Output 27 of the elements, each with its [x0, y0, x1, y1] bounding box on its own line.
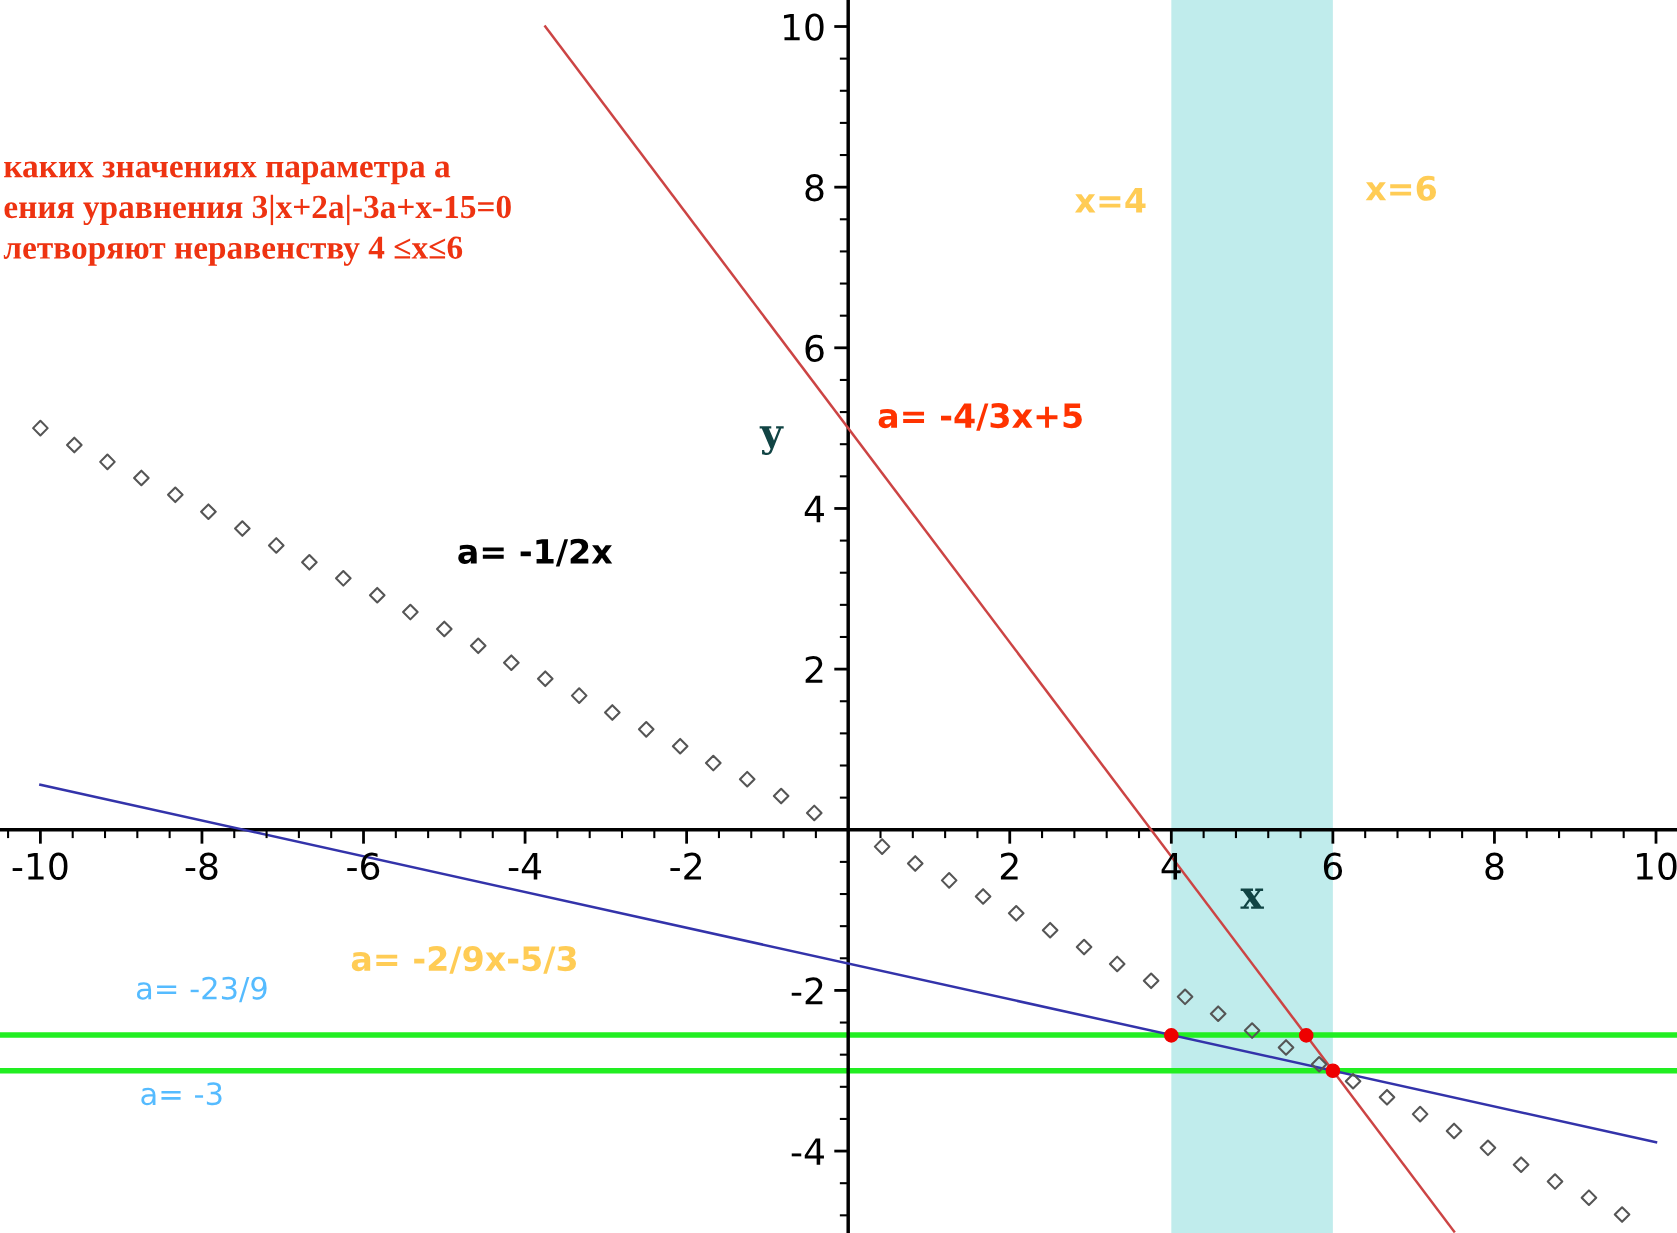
y-tick-label: 10: [783, 13, 824, 41]
x-axis-title: x: [1240, 888, 1264, 909]
x-tick-label: -6: [347, 852, 380, 880]
annotation: a= -3: [141, 1082, 222, 1106]
y-tick-label: -2: [791, 977, 823, 1005]
x-tick-label: 6: [1323, 852, 1343, 880]
series-label: a= -4/3x+5: [878, 402, 1082, 431]
series-label: a= -1/2x: [458, 538, 613, 567]
annotation: x=4: [1074, 188, 1146, 213]
y-tick-label: 4: [804, 495, 824, 523]
x-tick-label: -8: [185, 852, 218, 880]
x-tick-label: -10: [12, 852, 68, 880]
series-label: a= -2/9x-5/3: [351, 945, 576, 974]
annotation: a= -23/9: [136, 976, 267, 1003]
x-tick-label: 10: [1636, 852, 1677, 880]
x-tick-label: -2: [670, 852, 702, 880]
y-axis-title: y: [759, 426, 784, 455]
y-tick-label: 6: [805, 334, 824, 363]
y-tick-label: 2: [805, 656, 823, 683]
text: каких значениях параметра а ения уравнения 3|x+2a|-3a+x-15=0 летворяют неравенству 4 ≤x≤6: [3, 161, 511, 266]
x-tick-label: 8: [1485, 852, 1504, 880]
annotation: x=6: [1365, 175, 1437, 201]
y-tick-label: 8: [805, 174, 824, 202]
x-tick-label: 4: [1161, 853, 1181, 880]
y-tick-label: -4: [791, 1138, 824, 1165]
x-tick-label: 2: [1000, 852, 1018, 880]
x-tick-label: -4: [508, 853, 542, 880]
